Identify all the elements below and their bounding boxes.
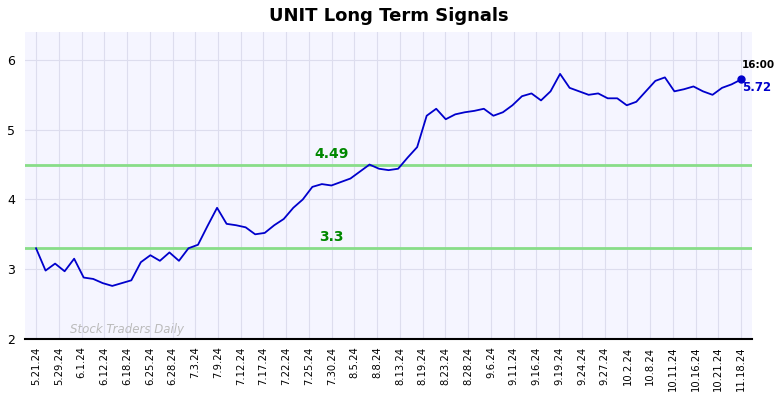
Text: Stock Traders Daily: Stock Traders Daily xyxy=(70,323,184,336)
Title: UNIT Long Term Signals: UNIT Long Term Signals xyxy=(269,7,508,25)
Text: 16:00: 16:00 xyxy=(742,60,775,70)
Text: 3.3: 3.3 xyxy=(319,230,344,244)
Text: 4.49: 4.49 xyxy=(314,147,349,161)
Text: 5.72: 5.72 xyxy=(742,81,771,94)
